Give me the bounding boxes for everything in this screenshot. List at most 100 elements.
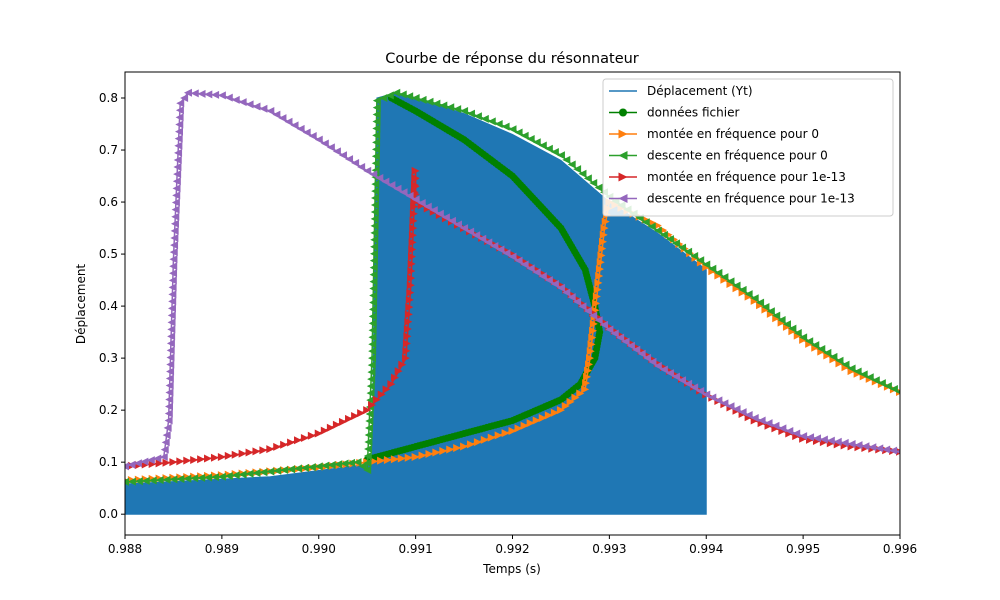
data-point — [581, 385, 590, 394]
data-point — [372, 117, 381, 126]
data-point — [841, 360, 850, 369]
data-point — [610, 329, 619, 338]
data-point — [377, 456, 386, 465]
data-point — [585, 360, 594, 369]
data-point — [589, 326, 598, 335]
data-point — [370, 228, 379, 237]
data-point — [571, 393, 580, 402]
data-point — [411, 182, 420, 191]
data-point — [165, 388, 174, 397]
data-point — [508, 252, 517, 261]
data-point — [293, 464, 302, 473]
data-point — [882, 445, 891, 454]
data-point — [370, 214, 379, 223]
data-point — [296, 124, 305, 133]
legend-item: montée en fréquence pour 1e-13 — [609, 170, 846, 184]
data-point — [761, 302, 770, 311]
data-point — [859, 370, 868, 379]
data-point — [490, 241, 499, 250]
data-point — [732, 405, 741, 414]
data-point — [782, 320, 791, 329]
data-point — [799, 333, 808, 342]
data-point — [393, 184, 402, 193]
data-point — [425, 449, 434, 458]
data-point — [418, 95, 427, 104]
data-point — [372, 124, 381, 133]
data-point — [583, 372, 592, 381]
data-point — [439, 101, 448, 110]
data-point — [466, 227, 475, 236]
data-point — [140, 457, 149, 466]
data-point — [392, 88, 401, 97]
data-point — [171, 198, 180, 207]
data-point — [166, 367, 175, 376]
data-point — [174, 141, 183, 150]
data-point — [172, 177, 181, 186]
data-point — [526, 419, 535, 428]
data-point — [398, 90, 407, 99]
y-axis-title: Déplacement — [74, 264, 88, 345]
y-tick-label: 0.0 — [99, 507, 118, 521]
legend-item: Déplacement (Yt) — [609, 84, 753, 98]
data-point — [473, 112, 482, 121]
data-point — [397, 454, 406, 463]
data-point — [599, 320, 608, 329]
data-point — [435, 209, 444, 218]
data-point — [408, 238, 417, 247]
data-point — [369, 263, 378, 272]
data-point — [252, 447, 261, 456]
data-point — [314, 462, 323, 471]
data-point — [278, 114, 287, 123]
data-point — [175, 113, 184, 122]
data-point — [764, 419, 773, 428]
data-point — [817, 345, 826, 354]
data-point — [447, 216, 456, 225]
data-point — [369, 291, 378, 300]
data-point — [835, 356, 844, 365]
x-tick-label: 0.996 — [883, 542, 917, 556]
data-point — [363, 458, 372, 467]
data-point — [407, 252, 416, 261]
data-point — [411, 195, 420, 204]
data-point — [596, 258, 605, 267]
data-point — [302, 128, 311, 137]
data-point — [738, 285, 747, 294]
data-point — [501, 429, 510, 438]
data-point — [896, 389, 900, 394]
data-point — [750, 413, 759, 422]
data-point — [314, 135, 323, 144]
data-point — [224, 451, 233, 460]
data-point — [245, 100, 254, 109]
data-point — [369, 249, 378, 258]
legend-label: descente en fréquence pour 1e-13 — [647, 192, 855, 206]
data-point — [171, 212, 180, 221]
data-point — [238, 470, 247, 479]
data-point — [432, 448, 441, 457]
data-point — [168, 290, 177, 299]
data-point — [369, 170, 378, 179]
data-point — [757, 416, 766, 425]
data-point — [367, 368, 376, 377]
data-point — [411, 166, 420, 175]
data-point — [466, 109, 475, 118]
data-point — [466, 440, 475, 449]
data-point — [224, 93, 233, 102]
data-point — [165, 381, 174, 390]
data-point — [391, 373, 400, 382]
data-point — [371, 145, 380, 154]
data-point — [406, 281, 415, 290]
data-point — [300, 434, 309, 443]
data-point — [332, 420, 341, 429]
data-point — [368, 326, 377, 335]
data-point — [280, 440, 289, 449]
data-point — [744, 290, 753, 299]
data-point — [174, 134, 183, 143]
data-point — [520, 131, 529, 140]
data-point — [280, 466, 289, 475]
data-point — [526, 134, 535, 143]
data-point — [176, 474, 185, 483]
y-axis: 0.0 0.1 0.2 0.3 0.4 0.5 0.6 0.7 0.8 — [99, 91, 125, 521]
data-point — [562, 288, 571, 297]
data-point — [407, 266, 416, 275]
data-point — [678, 376, 687, 385]
